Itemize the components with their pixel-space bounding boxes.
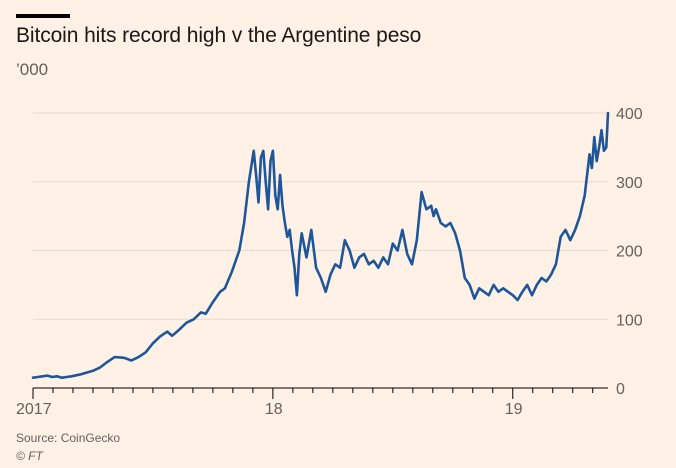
source-note: Source: CoinGecko	[16, 431, 121, 445]
y-tick-label-400: 400	[616, 106, 643, 123]
unit-label: ’000	[16, 60, 49, 79]
x-tick-label-18: 18	[265, 401, 283, 418]
series-line-0	[31, 111, 610, 380]
x-tick-label-2017: 2017	[16, 401, 52, 418]
y-tick-label-300: 300	[616, 175, 643, 192]
chart-title: Bitcoin hits record high v the Argentine…	[16, 24, 422, 47]
y-tick-label-0: 0	[616, 381, 625, 398]
y-tick-label-100: 100	[616, 312, 643, 329]
y-tick-label-200: 200	[616, 244, 643, 261]
x-tick-label-19: 19	[505, 401, 523, 418]
ft-top-rule	[16, 14, 70, 18]
line-chart: 0 100 200 300 400 2017 18 19	[16, 106, 643, 418]
ft-credit: © FT	[16, 449, 43, 463]
